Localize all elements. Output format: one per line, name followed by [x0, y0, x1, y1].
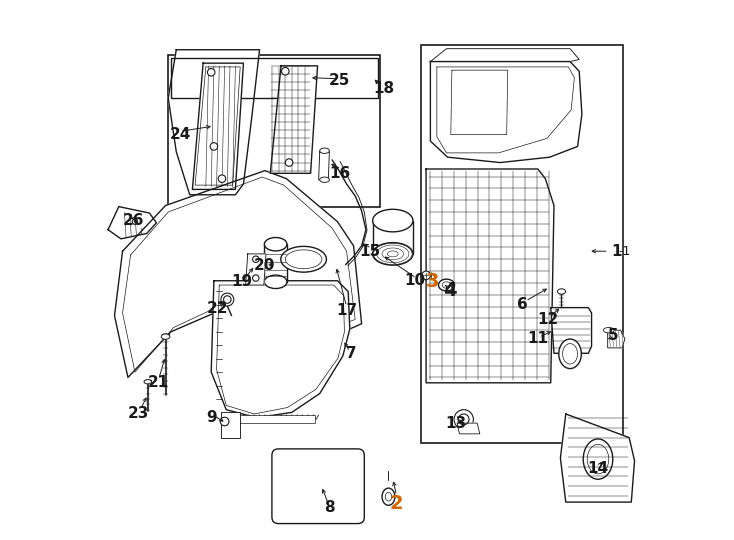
Text: 16: 16 — [330, 166, 351, 181]
Text: 3: 3 — [426, 272, 439, 291]
Circle shape — [454, 410, 473, 429]
Bar — [232, 415, 315, 423]
Text: 25: 25 — [328, 73, 350, 89]
Text: 15: 15 — [359, 244, 380, 259]
Polygon shape — [192, 63, 244, 190]
FancyBboxPatch shape — [272, 449, 364, 524]
Ellipse shape — [584, 439, 613, 479]
Text: 5: 5 — [608, 328, 618, 343]
Text: 17: 17 — [336, 303, 357, 318]
Polygon shape — [457, 423, 480, 434]
Circle shape — [286, 159, 293, 166]
Ellipse shape — [281, 246, 327, 272]
Text: 10: 10 — [404, 273, 426, 288]
Text: 13: 13 — [445, 416, 466, 430]
Circle shape — [422, 271, 430, 280]
Text: 2: 2 — [390, 494, 404, 513]
Text: 4: 4 — [443, 281, 457, 300]
Text: 7: 7 — [346, 346, 356, 361]
Circle shape — [224, 296, 231, 303]
Polygon shape — [246, 254, 266, 285]
Ellipse shape — [603, 327, 614, 333]
Ellipse shape — [559, 339, 581, 369]
Polygon shape — [211, 281, 350, 418]
Ellipse shape — [442, 282, 451, 288]
Ellipse shape — [373, 242, 413, 265]
Ellipse shape — [320, 177, 330, 183]
Circle shape — [221, 293, 233, 306]
Text: 6: 6 — [517, 298, 528, 313]
Polygon shape — [319, 152, 330, 180]
Circle shape — [218, 175, 226, 183]
Bar — [168, 55, 380, 207]
Text: 26: 26 — [123, 213, 144, 228]
Text: 12: 12 — [537, 312, 558, 327]
Text: 21: 21 — [148, 375, 169, 390]
Bar — [221, 412, 240, 437]
Bar — [171, 58, 378, 98]
Text: 8: 8 — [324, 500, 335, 515]
Ellipse shape — [320, 148, 330, 153]
Ellipse shape — [382, 488, 395, 505]
Circle shape — [282, 68, 289, 75]
Ellipse shape — [373, 210, 413, 232]
Circle shape — [208, 69, 215, 76]
Polygon shape — [168, 50, 260, 195]
Ellipse shape — [286, 250, 322, 269]
Polygon shape — [608, 330, 625, 348]
Text: 20: 20 — [254, 258, 275, 273]
Circle shape — [132, 219, 137, 224]
Text: 18: 18 — [374, 81, 395, 96]
Polygon shape — [108, 207, 156, 239]
Polygon shape — [560, 414, 634, 502]
Text: 19: 19 — [232, 274, 253, 289]
Polygon shape — [550, 308, 592, 353]
Text: 11: 11 — [527, 330, 548, 346]
Polygon shape — [115, 171, 362, 377]
Text: 22: 22 — [207, 301, 228, 316]
Ellipse shape — [438, 279, 454, 291]
Text: 24: 24 — [170, 127, 191, 142]
Ellipse shape — [144, 380, 152, 384]
Polygon shape — [430, 49, 579, 62]
Circle shape — [252, 275, 259, 281]
Text: 23: 23 — [128, 407, 149, 422]
Polygon shape — [430, 62, 582, 163]
Ellipse shape — [264, 275, 287, 288]
Circle shape — [220, 417, 229, 426]
Circle shape — [252, 256, 259, 262]
Ellipse shape — [161, 334, 170, 339]
Bar — [421, 45, 622, 443]
Circle shape — [210, 143, 218, 150]
Ellipse shape — [264, 238, 287, 251]
Text: 14: 14 — [587, 461, 608, 476]
Polygon shape — [270, 66, 318, 173]
Text: -1: -1 — [619, 245, 631, 258]
Text: 9: 9 — [206, 410, 217, 425]
Text: 1: 1 — [611, 244, 622, 259]
Ellipse shape — [557, 289, 565, 294]
Polygon shape — [426, 169, 554, 383]
